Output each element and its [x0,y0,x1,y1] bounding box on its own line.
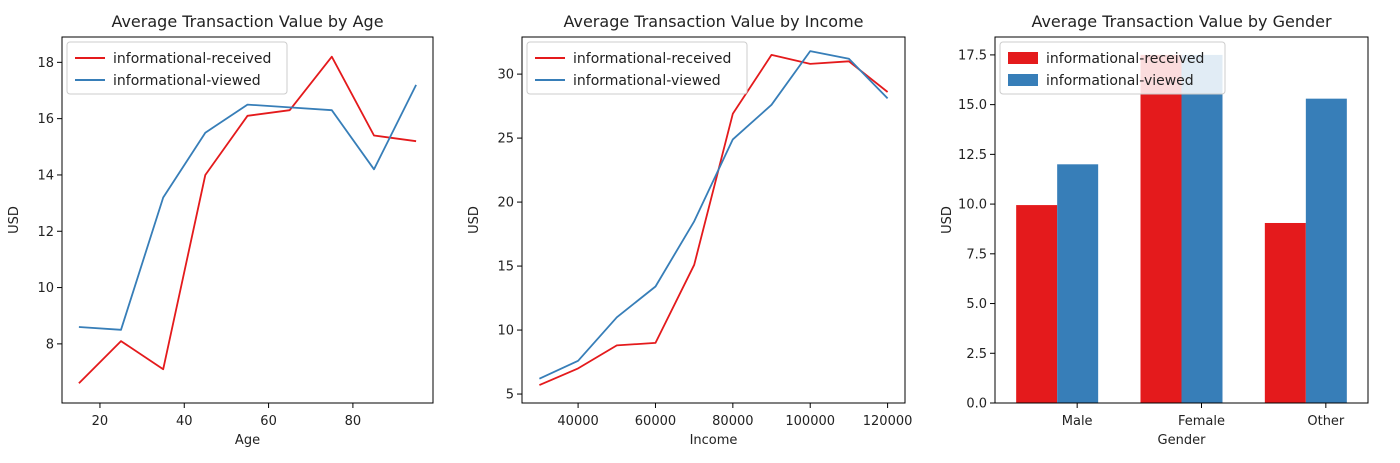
bar-female-informational-received [1140,54,1182,404]
series-line-informational-received [539,54,889,386]
y-tick-label: 15 [497,260,514,275]
y-tick-label: 5.0 [966,297,987,312]
y-tick-label: 8 [46,337,54,352]
legend-label: informational-viewed [1046,73,1194,89]
chart-1: Average Transaction Value by Age 8 10 12 14 1… [7,12,434,448]
y-tick-label: 20 [497,196,514,211]
chart-title: Average Transaction Value by Age [111,12,383,31]
y-tick-label: 5 [506,388,514,403]
bar-female-informational-viewed [1181,54,1223,404]
plot-frame [994,36,1369,404]
legend-label: informational-received [1046,51,1204,67]
y-tick-label: 10 [37,281,54,296]
bar-other-informational-received [1264,222,1306,403]
y-axis-label: USD [467,206,482,234]
legend-box [999,41,1226,95]
y-tick-label: 10.0 [958,198,987,213]
y-axis-label: USD [7,206,22,234]
legend-label: informational-received [573,51,731,67]
x-tick-label: 40 [176,414,193,429]
x-tick-label: 40000 [557,414,598,429]
chart-title: Average Transaction Value by Income [563,12,863,31]
x-tick-label: 80 [345,414,362,429]
x-tick-label: 80000 [712,414,753,429]
y-tick-label: 7.5 [966,247,987,262]
x-tick-label: 120000 [863,414,913,429]
plot-frame [61,36,434,404]
series-line-informational-viewed [539,50,889,380]
y-tick-label: 12.5 [958,148,987,163]
y-tick-label: 2.5 [966,347,987,362]
y-tick-label: 25 [497,132,514,147]
y-tick-label: 18 [37,56,54,71]
x-axis-label: Income [690,433,738,448]
y-tick-label: 17.5 [958,48,987,63]
legend-label: informational-received [113,51,271,67]
y-tick-label: 16 [37,112,54,127]
x-tick-label: Female [1178,414,1225,429]
y-tick-label: 30 [497,68,514,83]
x-tick-label: 60000 [635,414,676,429]
x-tick-label: Other [1307,414,1345,429]
plot-frame [521,36,906,404]
x-axis-label: Gender [1158,433,1207,448]
y-tick-label: 14 [37,168,54,183]
chart-3: Average Transaction Value by Gender 0.0 2.… [940,12,1369,448]
x-tick-label: 60 [260,414,277,429]
y-tick-label: 12 [37,225,54,240]
legend-box [66,41,288,95]
bar-other-informational-viewed [1305,98,1347,404]
legend-swatch [1008,52,1038,64]
chart-title: Average Transaction Value by Gender [1031,12,1332,31]
bar-male-informational-viewed [1057,164,1099,403]
y-tick-label: 0.0 [966,397,987,412]
legend-swatch [1008,74,1038,86]
legend-label: informational-viewed [573,73,721,89]
chart-2: Average Transaction Value by Income 5 10 15… [467,12,912,448]
y-tick-label: 10 [497,324,514,339]
legend-box [526,41,748,95]
x-axis-label: Age [235,433,260,448]
bar-male-informational-received [1016,205,1058,403]
y-axis-label: USD [940,206,955,234]
x-tick-label: 100000 [785,414,835,429]
x-tick-label: 20 [92,414,109,429]
legend-label: informational-viewed [113,73,261,89]
y-tick-label: 15.0 [958,98,987,113]
series-line-informational-viewed [78,84,417,331]
series-line-informational-received [78,55,417,384]
x-tick-label: Male [1062,414,1093,429]
